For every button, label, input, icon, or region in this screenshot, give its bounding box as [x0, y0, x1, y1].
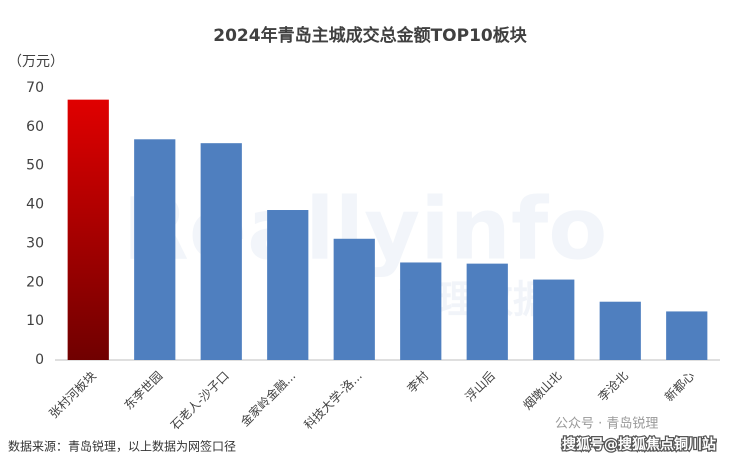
wechat-mark: 公众号 · 青岛锐理: [555, 416, 658, 432]
bar: [333, 238, 375, 360]
y-tick-label: 70: [26, 80, 44, 96]
bar: [400, 262, 442, 360]
bar: [466, 263, 508, 360]
x-tick-label: 李沧北: [595, 368, 631, 404]
y-axis-unit: （万元）: [8, 54, 64, 70]
x-tick-label: 张村河板块: [47, 369, 99, 421]
y-tick-label: 50: [26, 158, 44, 174]
bar: [200, 143, 242, 360]
y-tick-label: 30: [26, 235, 44, 251]
x-tick-label: 科技大学-洛...: [301, 368, 365, 432]
x-tick-label: 金家岭金融...: [237, 368, 298, 429]
chart-title: 2024年青岛主城成交总金额TOP10板块: [213, 25, 527, 46]
bar: [666, 311, 708, 360]
bar: [67, 99, 109, 361]
y-tick-label: 40: [26, 197, 44, 213]
bar: [267, 210, 309, 360]
x-tick-label: 李村: [404, 368, 432, 396]
x-tick-label: 东李世园: [121, 368, 166, 413]
x-tick-label: 浮山后: [462, 369, 497, 404]
y-tick-label: 60: [26, 119, 44, 135]
y-tick-label: 20: [26, 274, 44, 290]
source-note: 数据来源：青岛锐理，以上数据为网签口径: [8, 439, 236, 454]
x-tick-label: 石老人-沙子口: [168, 369, 232, 433]
y-tick-label: 0: [35, 352, 44, 368]
bar: [134, 139, 176, 360]
y-tick-label: 10: [26, 313, 44, 329]
bar: [599, 301, 641, 360]
x-tick-label: 烟墩山北: [520, 369, 564, 413]
bar: [533, 279, 575, 360]
x-tick-label: 新都心: [661, 368, 697, 404]
sohu-mark: 搜狐号@搜狐焦点铜川站: [562, 436, 716, 453]
